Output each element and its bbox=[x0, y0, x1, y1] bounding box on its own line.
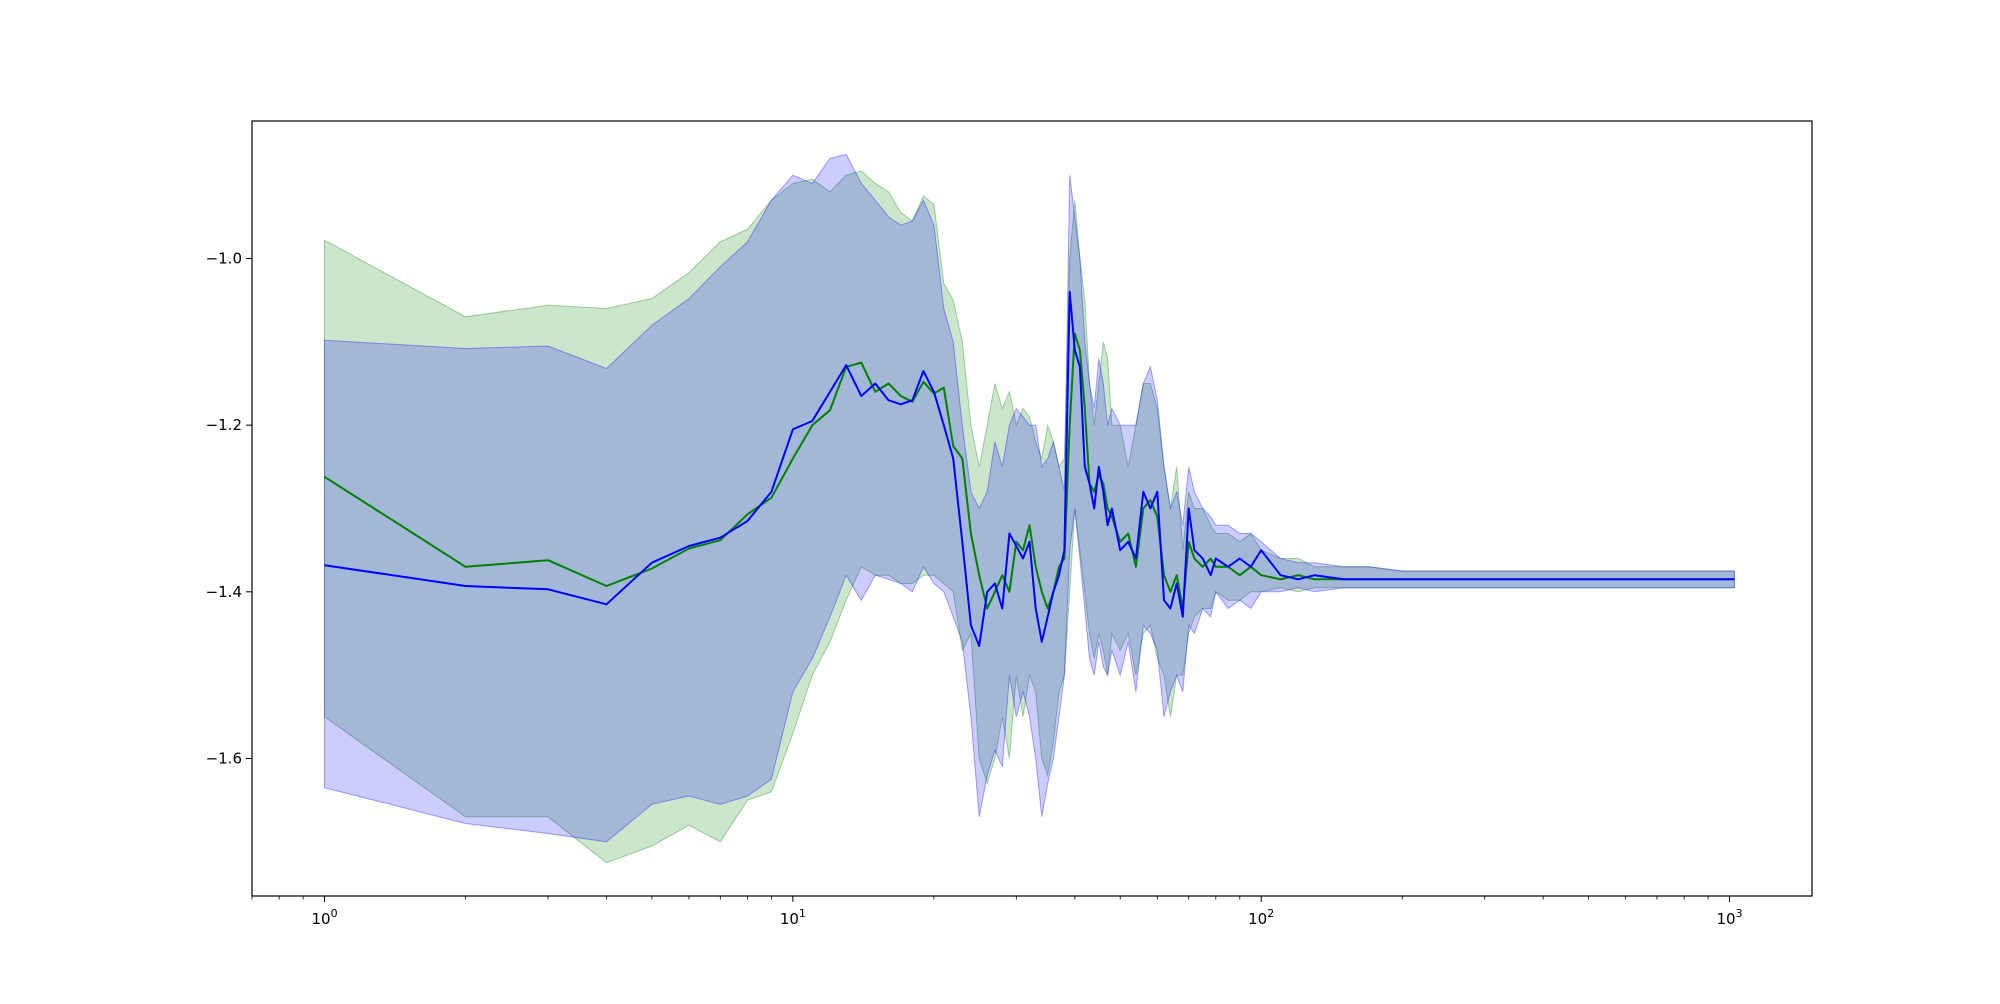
series-lines bbox=[323, 290, 1735, 647]
x-axis: 100 101 102 103 bbox=[251, 896, 1743, 928]
x-tick-label-base: 10 bbox=[1716, 910, 1735, 928]
x-tick-label-exponent: 3 bbox=[1736, 907, 1743, 920]
confidence-bands bbox=[324, 153, 1735, 864]
x-tick-label-base: 10 bbox=[1248, 910, 1267, 928]
y-axis: −1.0 −1.2 −1.4 −1.6 bbox=[206, 250, 252, 768]
x-tick-label-exponent: 1 bbox=[799, 907, 806, 920]
plot-frame bbox=[251, 120, 1813, 897]
series-1-band bbox=[324, 170, 1735, 864]
x-tick-label: 102 bbox=[1248, 907, 1274, 928]
x-tick-label-exponent: 2 bbox=[1267, 907, 1274, 920]
y-tick-label: −1.0 bbox=[206, 250, 242, 268]
y-tick-label: −1.4 bbox=[206, 583, 242, 601]
series-2-line bbox=[324, 290, 1735, 647]
x-tick-label: 100 bbox=[311, 907, 337, 928]
x-tick-label: 101 bbox=[780, 907, 806, 928]
x-tick-label-exponent: 0 bbox=[331, 907, 338, 920]
series-2-band bbox=[324, 153, 1735, 843]
x-tick-label: 103 bbox=[1716, 907, 1742, 928]
x-tick-label-base: 10 bbox=[780, 910, 799, 928]
y-tick-label: −1.2 bbox=[206, 416, 242, 434]
y-tick-label: −1.6 bbox=[206, 750, 242, 768]
x-tick-label-base: 10 bbox=[311, 910, 330, 928]
